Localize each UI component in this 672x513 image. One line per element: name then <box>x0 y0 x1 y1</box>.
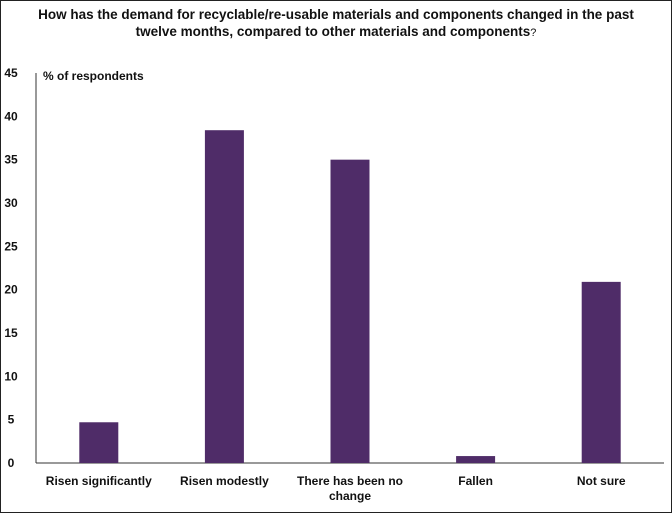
chart-title-line-2-text: twelve months, compared to other materia… <box>135 24 531 39</box>
y-tick-label: 0 <box>8 456 15 470</box>
x-tick-label-line: Not sure <box>577 474 626 488</box>
bar <box>330 159 370 463</box>
bar <box>456 456 496 463</box>
y-tick-label: 15 <box>4 326 18 340</box>
y-tick-label: 35 <box>4 153 18 167</box>
y-axis-label: % of respondents <box>43 69 144 83</box>
y-tick-label: 30 <box>4 196 18 210</box>
y-tick-label: 45 <box>4 66 18 80</box>
x-tick-label: Risen significantly <box>46 474 152 488</box>
x-tick-label-line: Fallen <box>458 474 493 488</box>
bar <box>204 130 244 463</box>
y-tick-label: 40 <box>4 109 18 123</box>
bar <box>79 422 119 463</box>
y-tick-label: 5 <box>8 413 15 427</box>
x-tick-label-line: Risen significantly <box>46 474 152 488</box>
y-tick-label: 10 <box>4 369 18 383</box>
x-tick-label: Fallen <box>458 474 493 488</box>
y-tick-label: 20 <box>4 283 18 297</box>
x-tick-label-line: There has been no <box>297 474 403 488</box>
chart-title-line-1: How has the demand for recyclable/re-usa… <box>38 7 634 22</box>
y-tick-label: 25 <box>4 239 18 253</box>
x-tick-label-line: Risen modestly <box>180 474 269 488</box>
chart-title-suffix: ? <box>530 27 537 39</box>
x-tick-label: There has been no change <box>297 474 403 503</box>
x-tick-label: Not sure <box>577 474 626 488</box>
x-tick-label-line: change <box>329 489 371 503</box>
chart-title: How has the demand for recyclable/re-usa… <box>1 6 671 42</box>
chart-title-line-2: twelve months, compared to other materia… <box>1 23 671 42</box>
bar <box>581 281 621 463</box>
x-tick-label: Risen modestly <box>180 474 269 488</box>
